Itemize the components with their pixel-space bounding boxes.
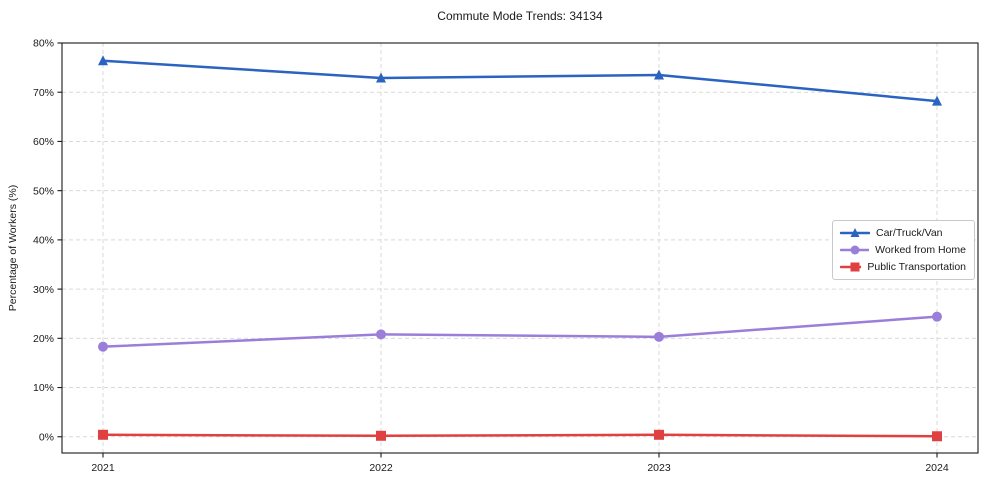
y-tick-label: 10% [33, 382, 54, 394]
legend-entry-worked-from-home: Worked from Home [840, 243, 966, 257]
y-tick-label: 70% [33, 87, 54, 99]
legend-entry-car-truck-van: Car/Truck/Van [840, 226, 966, 240]
legend-marker-circle-icon [840, 245, 870, 255]
circle-marker-icon [376, 329, 386, 340]
circle-marker-icon [654, 331, 664, 342]
x-tick-label: 2024 [925, 462, 949, 474]
chart-title: Commute Mode Trends: 34134 [437, 9, 603, 23]
series-line [101, 315, 939, 348]
x-tick-label: 2022 [369, 462, 393, 474]
y-tick-label: 0% [39, 431, 54, 443]
triangle-marker-icon [376, 72, 386, 83]
triangle-marker-icon [654, 69, 664, 80]
square-marker-icon [654, 429, 664, 440]
legend-label: Worked from Home [875, 244, 966, 256]
square-marker-icon [376, 430, 386, 441]
circle-marker-icon [932, 311, 942, 322]
y-tick-label: 50% [33, 185, 54, 197]
triangle-marker-icon [98, 55, 108, 66]
series-line [101, 59, 939, 103]
x-tick-label: 2023 [647, 462, 671, 474]
square-marker-icon [932, 431, 942, 442]
series-line [101, 433, 939, 438]
y-tick-label: 80% [33, 38, 54, 50]
axes-spines [61, 42, 979, 454]
circle-marker-icon [850, 245, 860, 255]
legend-label: Public Transportation [867, 261, 966, 273]
square-marker-icon [98, 429, 108, 440]
legend: Car/Truck/Van Worked from Home Public Tr… [832, 220, 975, 280]
legend-label: Car/Truck/Van [876, 227, 943, 239]
y-tick-label: 30% [33, 284, 54, 296]
triangle-marker-icon [932, 95, 942, 106]
y-tick-label: 40% [33, 235, 54, 247]
y-tick-label: 20% [33, 333, 54, 345]
square-marker-icon [850, 262, 860, 272]
legend-marker-square-icon [840, 262, 862, 272]
y-tick-label: 60% [33, 136, 54, 148]
x-tick-label: 2021 [91, 462, 115, 474]
legend-marker-triangle-icon [840, 228, 870, 238]
triangle-marker-icon [850, 228, 860, 238]
circle-marker-icon [98, 341, 108, 352]
legend-entry-public-transportation: Public Transportation [840, 260, 966, 274]
